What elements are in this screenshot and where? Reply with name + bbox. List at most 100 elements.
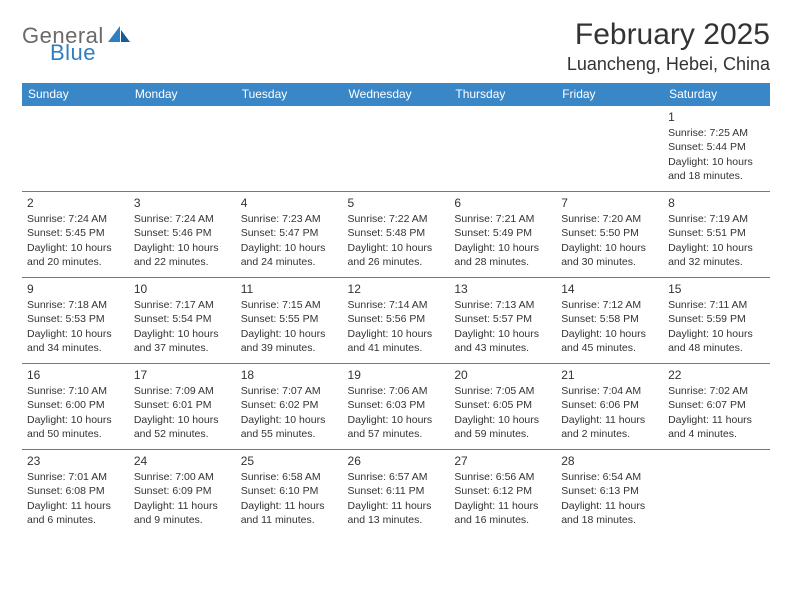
sunrise-text: Sunrise: 7:11 AM [668,298,765,312]
calendar-cell: 20Sunrise: 7:05 AMSunset: 6:05 PMDayligh… [449,364,556,450]
sunset-text: Sunset: 6:13 PM [561,484,658,498]
day-number: 9 [27,281,124,297]
sunset-text: Sunset: 5:50 PM [561,226,658,240]
daylight-text: Daylight: 10 hours [348,241,445,255]
day-number: 7 [561,195,658,211]
daylight-text: and 43 minutes. [454,341,551,355]
sunset-text: Sunset: 5:58 PM [561,312,658,326]
calendar-week-row: 23Sunrise: 7:01 AMSunset: 6:08 PMDayligh… [22,450,770,536]
calendar-cell [663,450,770,536]
sunset-text: Sunset: 6:02 PM [241,398,338,412]
day-number: 28 [561,453,658,469]
title-block: February 2025 Luancheng, Hebei, China [567,18,770,75]
calendar-cell: 15Sunrise: 7:11 AMSunset: 5:59 PMDayligh… [663,278,770,364]
daylight-text: Daylight: 11 hours [561,499,658,513]
calendar-table: Sunday Monday Tuesday Wednesday Thursday… [22,83,770,536]
calendar-cell: 1Sunrise: 7:25 AMSunset: 5:44 PMDaylight… [663,106,770,192]
day-header: Wednesday [343,83,450,106]
calendar-cell: 9Sunrise: 7:18 AMSunset: 5:53 PMDaylight… [22,278,129,364]
daylight-text: Daylight: 10 hours [241,413,338,427]
calendar-cell: 13Sunrise: 7:13 AMSunset: 5:57 PMDayligh… [449,278,556,364]
calendar-cell: 11Sunrise: 7:15 AMSunset: 5:55 PMDayligh… [236,278,343,364]
calendar-cell: 10Sunrise: 7:17 AMSunset: 5:54 PMDayligh… [129,278,236,364]
sunset-text: Sunset: 5:56 PM [348,312,445,326]
calendar-cell: 6Sunrise: 7:21 AMSunset: 5:49 PMDaylight… [449,192,556,278]
day-number: 21 [561,367,658,383]
daylight-text: Daylight: 10 hours [134,241,231,255]
day-header: Saturday [663,83,770,106]
daylight-text: and 37 minutes. [134,341,231,355]
sunrise-text: Sunrise: 7:00 AM [134,470,231,484]
day-number: 16 [27,367,124,383]
daylight-text: Daylight: 10 hours [668,241,765,255]
day-number: 26 [348,453,445,469]
calendar-cell [129,106,236,192]
location-label: Luancheng, Hebei, China [567,54,770,75]
day-header: Thursday [449,83,556,106]
daylight-text: and 41 minutes. [348,341,445,355]
calendar-cell: 23Sunrise: 7:01 AMSunset: 6:08 PMDayligh… [22,450,129,536]
sunset-text: Sunset: 5:45 PM [27,226,124,240]
daylight-text: Daylight: 11 hours [134,499,231,513]
sunset-text: Sunset: 5:47 PM [241,226,338,240]
daylight-text: and 9 minutes. [134,513,231,527]
daylight-text: and 11 minutes. [241,513,338,527]
sunrise-text: Sunrise: 7:12 AM [561,298,658,312]
day-header: Friday [556,83,663,106]
calendar-cell [236,106,343,192]
header: General Blue February 2025 Luancheng, He… [22,18,770,75]
day-header: Sunday [22,83,129,106]
daylight-text: Daylight: 10 hours [27,413,124,427]
daylight-text: and 59 minutes. [454,427,551,441]
logo: General Blue [22,18,132,64]
day-number: 13 [454,281,551,297]
daylight-text: and 2 minutes. [561,427,658,441]
sunset-text: Sunset: 6:00 PM [27,398,124,412]
daylight-text: and 48 minutes. [668,341,765,355]
calendar-cell: 21Sunrise: 7:04 AMSunset: 6:06 PMDayligh… [556,364,663,450]
day-number: 8 [668,195,765,211]
day-number: 22 [668,367,765,383]
daylight-text: and 13 minutes. [348,513,445,527]
page-title: February 2025 [567,18,770,52]
sunrise-text: Sunrise: 7:23 AM [241,212,338,226]
day-number: 11 [241,281,338,297]
day-number: 27 [454,453,551,469]
day-number: 3 [134,195,231,211]
calendar-cell [449,106,556,192]
daylight-text: Daylight: 10 hours [561,241,658,255]
logo-text-blue: Blue [50,42,132,64]
calendar-cell: 26Sunrise: 6:57 AMSunset: 6:11 PMDayligh… [343,450,450,536]
daylight-text: and 6 minutes. [27,513,124,527]
day-number: 6 [454,195,551,211]
day-number: 10 [134,281,231,297]
sunrise-text: Sunrise: 7:24 AM [27,212,124,226]
day-number: 19 [348,367,445,383]
sunrise-text: Sunrise: 6:58 AM [241,470,338,484]
sunrise-text: Sunrise: 7:02 AM [668,384,765,398]
sunset-text: Sunset: 5:48 PM [348,226,445,240]
sunrise-text: Sunrise: 7:10 AM [27,384,124,398]
sunrise-text: Sunrise: 7:24 AM [134,212,231,226]
sunrise-text: Sunrise: 7:13 AM [454,298,551,312]
sunset-text: Sunset: 5:46 PM [134,226,231,240]
daylight-text: Daylight: 10 hours [454,413,551,427]
daylight-text: and 30 minutes. [561,255,658,269]
sunset-text: Sunset: 6:09 PM [134,484,231,498]
calendar-cell: 3Sunrise: 7:24 AMSunset: 5:46 PMDaylight… [129,192,236,278]
day-number: 15 [668,281,765,297]
sunset-text: Sunset: 5:54 PM [134,312,231,326]
calendar-cell: 25Sunrise: 6:58 AMSunset: 6:10 PMDayligh… [236,450,343,536]
calendar-cell: 4Sunrise: 7:23 AMSunset: 5:47 PMDaylight… [236,192,343,278]
daylight-text: Daylight: 10 hours [454,327,551,341]
calendar-cell: 27Sunrise: 6:56 AMSunset: 6:12 PMDayligh… [449,450,556,536]
calendar-cell: 8Sunrise: 7:19 AMSunset: 5:51 PMDaylight… [663,192,770,278]
calendar-week-row: 16Sunrise: 7:10 AMSunset: 6:00 PMDayligh… [22,364,770,450]
calendar-cell: 7Sunrise: 7:20 AMSunset: 5:50 PMDaylight… [556,192,663,278]
daylight-text: Daylight: 10 hours [241,327,338,341]
sunset-text: Sunset: 5:51 PM [668,226,765,240]
calendar-cell: 28Sunrise: 6:54 AMSunset: 6:13 PMDayligh… [556,450,663,536]
sunrise-text: Sunrise: 7:19 AM [668,212,765,226]
day-number: 2 [27,195,124,211]
calendar-cell: 22Sunrise: 7:02 AMSunset: 6:07 PMDayligh… [663,364,770,450]
